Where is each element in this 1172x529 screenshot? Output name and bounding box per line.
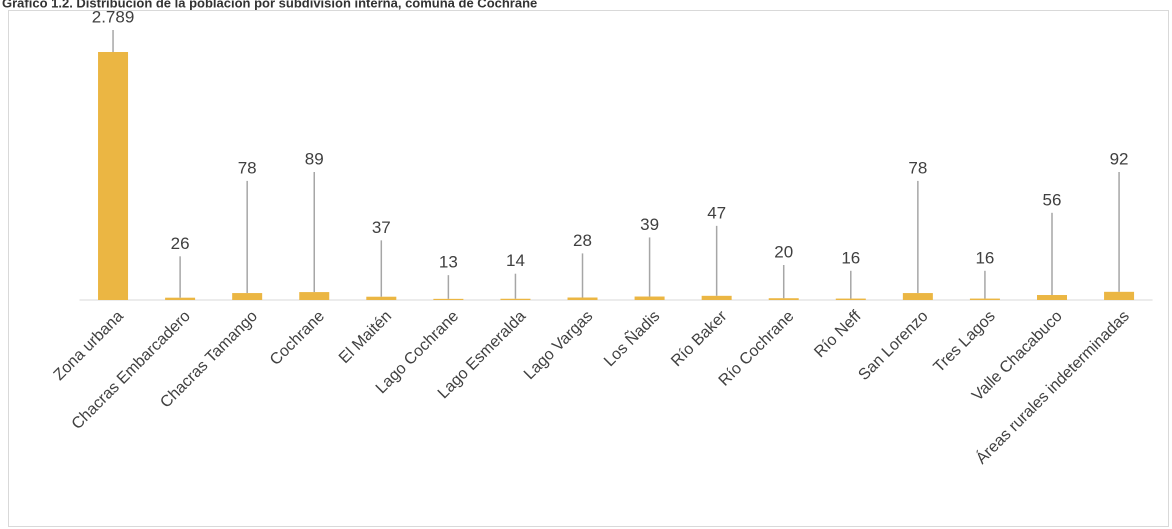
bar [835, 298, 866, 300]
bar [366, 296, 397, 300]
value-label: 37 [372, 218, 391, 237]
bar [634, 296, 665, 300]
value-label: 47 [707, 203, 726, 222]
bar [98, 52, 129, 300]
value-label: 78 [908, 158, 927, 177]
value-label: 2.789 [92, 7, 135, 26]
value-label: 20 [774, 242, 793, 261]
value-label: 56 [1043, 190, 1062, 209]
value-label: 13 [439, 253, 458, 272]
value-label: 16 [975, 248, 994, 267]
value-label: 26 [171, 234, 190, 253]
value-label: 89 [305, 149, 324, 168]
bar [433, 298, 464, 300]
bar [232, 293, 263, 300]
bar [701, 295, 732, 300]
value-label: 28 [573, 231, 592, 250]
value-label: 92 [1110, 149, 1129, 168]
chart-border [8, 10, 1169, 527]
bar [768, 298, 799, 300]
bar [500, 298, 531, 300]
value-label: 16 [841, 248, 860, 267]
bar [902, 293, 933, 300]
chart-title: Gráfico 1.2. Distribución de la població… [2, 0, 537, 10]
value-label: 14 [506, 251, 525, 270]
bar [165, 297, 196, 300]
bar [1104, 291, 1135, 300]
bar [1036, 295, 1067, 300]
value-label: 78 [238, 158, 257, 177]
bar [567, 297, 598, 300]
bar [969, 298, 1000, 300]
value-label: 39 [640, 215, 659, 234]
bar [299, 292, 330, 300]
